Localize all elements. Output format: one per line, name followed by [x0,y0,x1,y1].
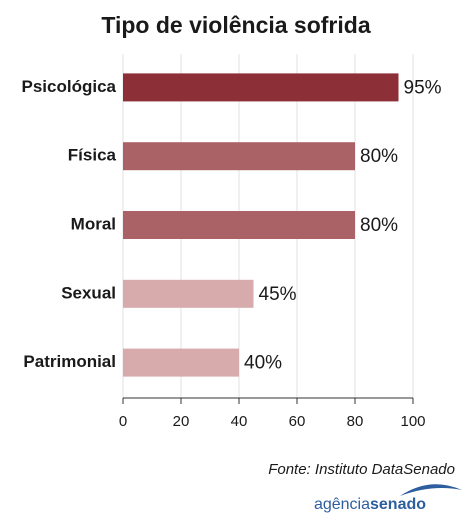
logo-swoosh [400,484,462,496]
chart-title: Tipo de violência sofrida [101,12,370,38]
y-tick-label: Física [68,146,117,165]
bar [123,279,254,308]
bar [123,348,239,377]
value-label: 80% [360,146,398,167]
value-label: 40% [244,353,282,374]
logo: agência senado [314,484,462,513]
bar [123,211,355,239]
value-label: 80% [360,215,398,236]
x-tick-label: 0 [119,413,127,430]
y-tick-label: Sexual [61,283,116,302]
value-label: 95% [404,77,442,98]
y-tick-label: Psicológica [22,77,117,96]
source: Fonte: Instituto DataSenado [268,461,455,478]
y-tick-label: Patrimonial [23,352,116,371]
value-label: 45% [259,284,297,305]
y-tick-label: Moral [71,214,116,233]
logo-first: agência [314,496,370,513]
x-tick-label: 80 [347,413,364,430]
x-tick-label: 60 [289,413,306,430]
bar [123,142,355,171]
x-tick-label: 20 [173,413,190,430]
x-tick-label: 100 [400,413,425,430]
logo-second: senado [370,496,426,513]
bar [123,73,399,102]
x-tick-label: 40 [231,413,248,430]
